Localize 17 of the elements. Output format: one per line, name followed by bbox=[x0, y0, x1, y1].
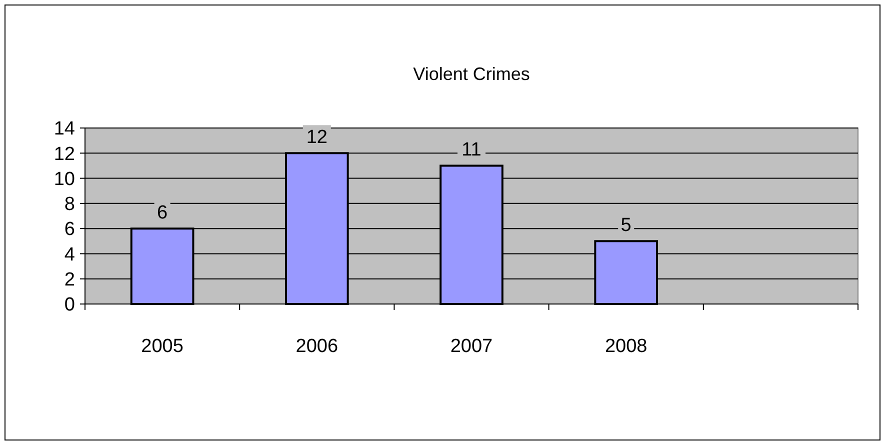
data-label: 12 bbox=[306, 127, 328, 148]
y-tick-label: 12 bbox=[54, 144, 75, 165]
data-label: 5 bbox=[620, 215, 632, 236]
x-tick-label: 2006 bbox=[296, 336, 338, 357]
data-label: 11 bbox=[462, 140, 482, 161]
x-tick-label: 2007 bbox=[450, 336, 493, 357]
data-label: 6 bbox=[157, 202, 168, 224]
y-tick-label: 4 bbox=[64, 244, 76, 266]
x-tick-label: 2008 bbox=[604, 336, 648, 357]
y-tick-label: 14 bbox=[54, 118, 76, 140]
y-tick-label: 8 bbox=[64, 194, 75, 216]
y-tick-label: 0 bbox=[64, 294, 75, 316]
y-tick-label: 10 bbox=[54, 168, 75, 190]
y-tick-label: 2 bbox=[64, 270, 75, 291]
y-tick-label: 6 bbox=[64, 219, 75, 240]
x-tick-label: 2005 bbox=[141, 336, 184, 357]
chart-title: Violent Crimes bbox=[413, 64, 530, 84]
